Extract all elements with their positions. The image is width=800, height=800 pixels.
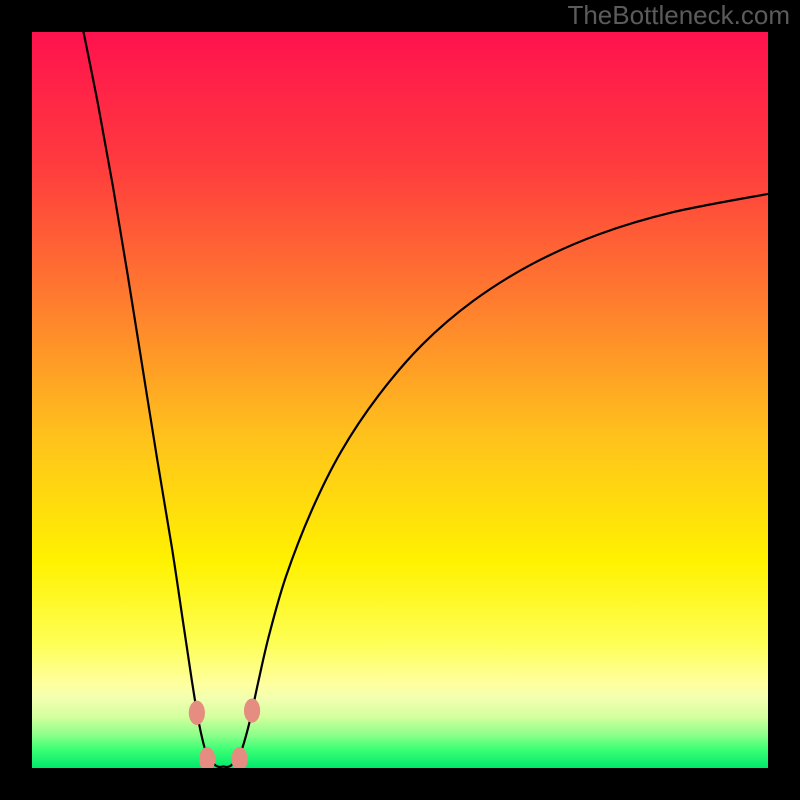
trough-marker xyxy=(231,747,247,771)
plot-background xyxy=(32,32,768,768)
trough-marker xyxy=(199,747,215,771)
trough-marker xyxy=(244,698,260,722)
trough-marker xyxy=(189,701,205,725)
chart-frame: TheBottleneck.com xyxy=(0,0,800,800)
bottleneck-curve-chart xyxy=(0,0,800,800)
watermark-text: TheBottleneck.com xyxy=(567,0,790,31)
